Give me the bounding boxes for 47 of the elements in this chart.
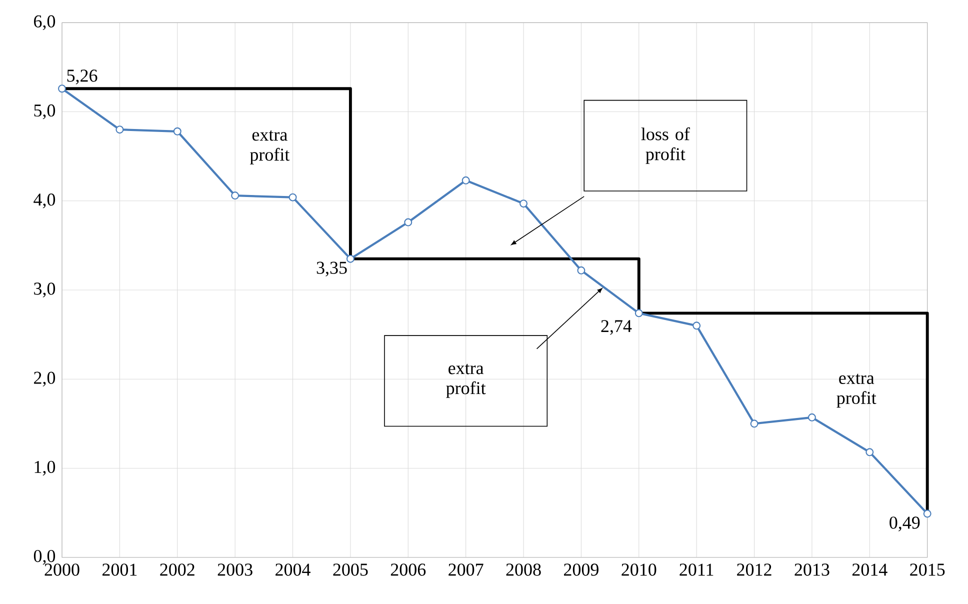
annotation: extra profit [446, 364, 486, 398]
x-tick-label: 2003 [218, 564, 252, 576]
point [808, 413, 816, 422]
annotation: extra profit [250, 130, 290, 164]
point [404, 218, 412, 226]
x-tick-label: 2004 [276, 564, 310, 576]
point [866, 448, 874, 456]
x-tick-label: 2014 [852, 564, 888, 576]
annotation: 2,74 [601, 320, 632, 335]
x-tick-label: 2005 [333, 564, 368, 576]
y-tick-label: 2,0 [34, 372, 56, 386]
annotation: 5,26 [67, 70, 98, 84]
point [634, 309, 643, 318]
point [923, 510, 932, 518]
x-tick-label: 2002 [160, 564, 194, 576]
x-tick-label: 2009 [564, 564, 598, 576]
x-tick-label: 2013 [794, 564, 830, 576]
x-tick-label: 2001 [102, 564, 137, 576]
point [520, 200, 528, 208]
point [692, 322, 701, 330]
y-tick-label: 1,0 [34, 460, 56, 476]
x-tick-label: 2011 [680, 564, 714, 576]
y-tick-label: 6,0 [34, 15, 56, 30]
point [577, 266, 586, 274]
point [750, 420, 758, 428]
point [58, 84, 66, 93]
x-tick-label: 2010 [622, 564, 656, 576]
x-tick-label: 2007 [448, 564, 484, 576]
y-tick-label: 4,0 [34, 194, 56, 208]
x-tick-label: 2006 [390, 564, 426, 576]
annotation: loss of profit [641, 127, 690, 164]
point [462, 176, 470, 184]
x-tick-label: 2012 [737, 564, 772, 576]
point [173, 127, 182, 136]
point [346, 254, 354, 263]
x-tick-label: 2008 [506, 564, 541, 576]
x-tick-label: 2000 [44, 564, 80, 576]
annotation: extra profit [836, 374, 876, 408]
point [231, 192, 240, 200]
point [288, 193, 297, 202]
y-tick-label: 0,0 [34, 550, 56, 565]
annotation: 0,49 [890, 516, 920, 532]
annotation: 3,35 [316, 262, 347, 276]
x-tick-label: 2015 [910, 564, 945, 576]
point [116, 126, 124, 134]
y-tick-label: 5,0 [34, 104, 56, 120]
y-tick-label: 3,0 [34, 282, 56, 298]
